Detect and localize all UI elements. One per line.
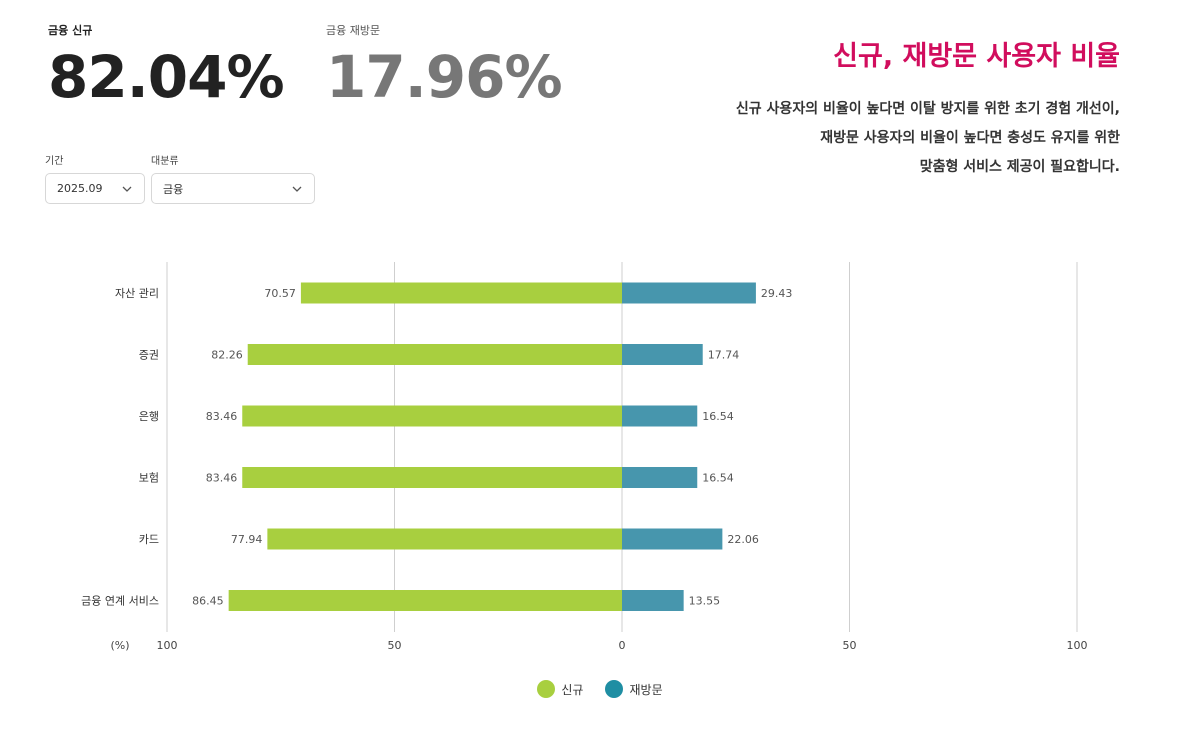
bar-return	[622, 590, 684, 611]
chevron-down-icon	[122, 186, 132, 192]
bar-new	[267, 528, 622, 550]
description-line: 신규 사용자의 비율이 높다면 이탈 방지를 위한 초기 경험 개선이,	[735, 101, 1120, 117]
kpi-new-value: 82.04%	[48, 43, 285, 111]
data-label-return: 16.54	[702, 472, 734, 485]
legend-item-return[interactable]: 재방문	[605, 680, 663, 698]
category-label: 금융 연계 서비스	[81, 595, 159, 608]
bar-return	[622, 282, 756, 304]
x-tick-label: 0	[619, 639, 626, 652]
category-label: 자산 관리	[115, 287, 159, 300]
data-label-new: 86.45	[192, 595, 224, 608]
category-label: 증권	[139, 349, 159, 362]
diverging-bar-chart: 100 50 0 50 100 (%) 자산 관리 70.57 29.43 증권 82.26 17.7…	[81, 262, 1088, 652]
page-title: 신규, 재방문 사용자 비율	[833, 41, 1120, 72]
data-label-new: 83.46	[206, 410, 238, 423]
legend-swatch-new	[537, 680, 556, 698]
bar-new	[242, 405, 622, 427]
data-label-return: 13.55	[689, 595, 721, 608]
bar-new	[228, 590, 622, 611]
category-label: 카드	[139, 533, 159, 546]
data-label-return: 16.54	[702, 410, 734, 423]
category-label: 은행	[139, 410, 159, 423]
bar-new	[247, 344, 623, 365]
kpi-new-label: 금융 신규	[48, 24, 93, 37]
chart-legend: 신규 재방문	[0, 680, 1200, 698]
category-select-value: 금융	[163, 182, 184, 196]
chevron-down-icon	[292, 186, 302, 192]
data-label-return: 29.43	[761, 287, 793, 300]
category-filter: 대분류 금융	[151, 152, 315, 204]
data-label-new: 83.46	[206, 472, 238, 485]
bar-return	[622, 467, 698, 488]
data-label-new: 77.94	[231, 533, 263, 546]
period-filter: 기간 2025.09	[45, 152, 145, 204]
period-filter-label: 기간	[45, 156, 64, 167]
bar-new	[242, 467, 622, 488]
category-label: 보험	[139, 472, 159, 485]
legend-item-new[interactable]: 신규	[537, 680, 583, 698]
bar-return	[622, 528, 723, 550]
description-line: 맞춤형 서비스 제공이 필요합니다.	[919, 159, 1120, 175]
period-select-value: 2025.09	[57, 182, 103, 195]
data-label-return: 22.06	[727, 533, 759, 546]
bar-return	[622, 405, 698, 427]
kpi-return-value: 17.96%	[326, 43, 563, 111]
bar-return	[622, 344, 703, 365]
kpi-return-label: 금융 재방문	[326, 24, 381, 37]
category-filter-label: 대분류	[151, 156, 179, 167]
x-tick-label: 100	[1067, 639, 1088, 652]
legend-swatch-return	[605, 680, 624, 698]
legend-label-new: 신규	[561, 682, 584, 697]
period-select[interactable]: 2025.09	[45, 173, 145, 204]
x-tick-label: 50	[843, 639, 857, 652]
description-line: 재방문 사용자의 비율이 높다면 충성도 유지를 위한	[820, 130, 1120, 146]
bar-new	[300, 282, 622, 304]
data-label-new: 82.26	[211, 349, 243, 362]
x-tick-label: 50	[388, 639, 402, 652]
category-select[interactable]: 금융	[151, 173, 315, 204]
legend-label-return: 재방문	[629, 682, 663, 697]
page-description: 신규 사용자의 비율이 높다면 이탈 방지를 위한 초기 경험 개선이, 재방문…	[736, 95, 1120, 182]
x-tick-label: 100	[157, 639, 178, 652]
kpi-return-ratio: 금융 재방문 17.96%	[326, 22, 563, 111]
data-label-new: 70.57	[264, 287, 296, 300]
kpi-new-ratio: 금융 신규 82.04%	[48, 22, 285, 111]
x-axis-unit: (%)	[110, 639, 129, 652]
data-label-return: 17.74	[708, 349, 740, 362]
